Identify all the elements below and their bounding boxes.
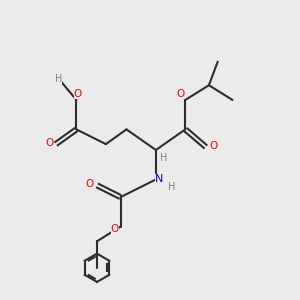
- Text: O: O: [110, 224, 119, 235]
- Text: H: H: [168, 182, 176, 192]
- Text: H: H: [55, 74, 62, 84]
- Text: N: N: [154, 174, 163, 184]
- Text: O: O: [177, 89, 185, 99]
- Text: O: O: [45, 138, 53, 148]
- Text: H: H: [160, 153, 168, 163]
- Text: O: O: [85, 179, 94, 189]
- Text: O: O: [209, 141, 218, 151]
- Text: O: O: [74, 89, 82, 99]
